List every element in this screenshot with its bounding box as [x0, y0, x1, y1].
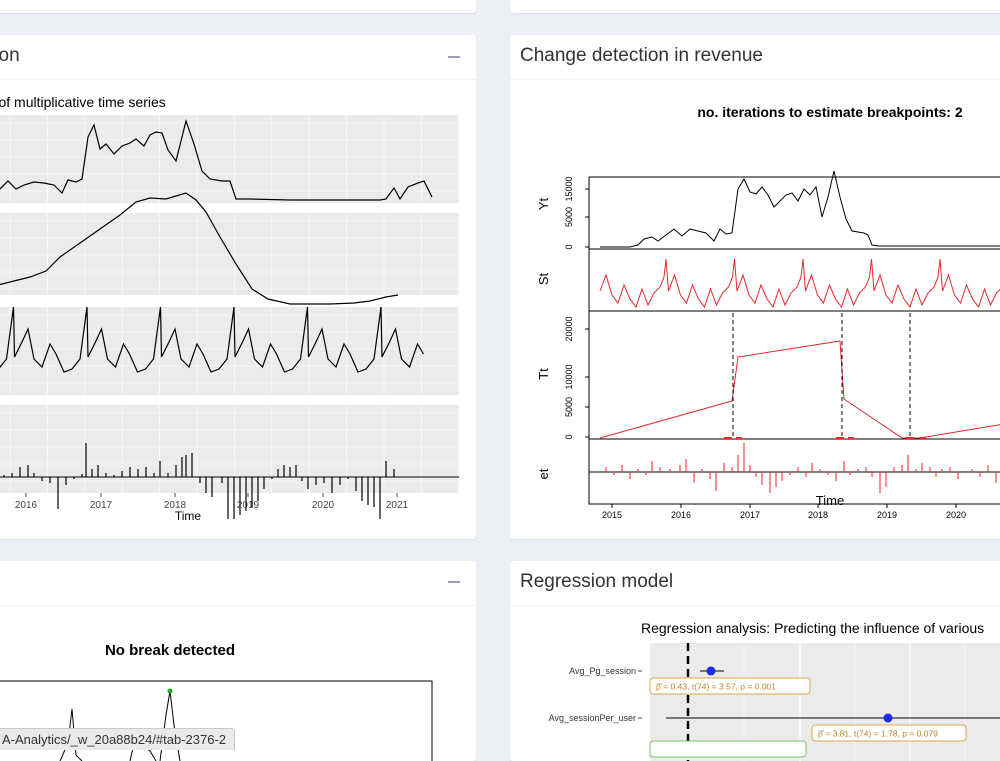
trend-line: [0, 192, 399, 305]
stat-label: β̂ = 0.43, t(74) = 3.57, p = 0.001: [656, 682, 776, 692]
plot-frame: [0, 680, 433, 761]
y-tick-label: 5000: [564, 397, 574, 417]
x-tick-label: 2019: [237, 500, 260, 511]
decomposition-plot: Decomposition of multiplicative time ser…: [0, 89, 476, 529]
break-panel: No break detected: [0, 561, 476, 761]
plot-title: No break detected: [105, 642, 235, 659]
x-tick-label: 2018: [808, 510, 828, 520]
st-line: [599, 258, 1000, 309]
y-tick-label: 20000: [564, 316, 574, 341]
change-detection-chart: no. iterations to estimate breakpoints: …: [536, 104, 1000, 520]
plot-title: no. iterations to estimate breakpoints: …: [697, 104, 962, 120]
top-right-box: [510, 0, 1000, 13]
y-tick-label: 5000: [564, 207, 574, 227]
stat-label-box: [811, 724, 967, 742]
series-line: [159, 690, 181, 761]
stat-label: β̂ = 3.81, t(74) = 1.78, p = 0.079: [818, 729, 938, 739]
collapse-icon[interactable]: [448, 56, 460, 58]
stat-label-box: [649, 740, 807, 758]
top-left-box: [0, 0, 476, 13]
row-label: et: [536, 468, 551, 479]
x-tick-label: 2020: [312, 500, 335, 511]
x-tick-label: 2017: [90, 500, 113, 511]
x-tick-label: 2015: [602, 510, 622, 520]
peak-point: [167, 688, 173, 694]
panel-divider: [510, 605, 1000, 606]
panel-divider: [0, 79, 476, 80]
yt-line: [600, 170, 1000, 248]
estimate-point: [883, 713, 893, 723]
row-label: St: [536, 272, 551, 285]
x-tick-label: 2018: [164, 500, 187, 511]
tt-line: [599, 340, 1000, 439]
change-detection-panel: Change detection in revenue no. iteratio…: [510, 35, 1000, 539]
x-tick-label: 2017: [740, 510, 760, 520]
decomposition-panel: Decomposition Decomposition of multiplic…: [0, 35, 476, 539]
y-tick-label: 0: [564, 244, 574, 249]
regression-panel: Regression model Regression analysis: Pr…: [510, 561, 1000, 761]
x-tick-label: 2019: [877, 510, 897, 520]
regression-plot: Regression analysis: Predicting the infl…: [510, 611, 1000, 761]
row-label: Yt: [536, 197, 551, 210]
facet-background: [0, 115, 459, 203]
x-tick-label: 2016: [15, 500, 38, 511]
x-axis-label: Time: [816, 493, 844, 508]
stat-label-box: [649, 677, 811, 695]
panel-divider: [510, 79, 1000, 80]
x-axis-label: Time: [175, 509, 202, 523]
estimate-point: [706, 666, 716, 676]
seasonal-line: [0, 306, 425, 373]
change-detection-plot: no. iterations to estimate breakpoints: …: [510, 89, 1000, 529]
observed-line: [0, 118, 433, 201]
plot-title: Regression analysis: Predicting the infl…: [641, 620, 984, 636]
facet-background: [0, 307, 459, 395]
x-tick-label: 2020: [946, 510, 966, 520]
panel-title: Regression model: [520, 571, 674, 592]
panel-title: Decomposition: [0, 45, 20, 66]
plot-title: Decomposition of multiplicative time ser…: [0, 94, 166, 110]
term-label: Avg_Pg_session: [569, 666, 636, 676]
y-tick-label: 0: [564, 434, 574, 439]
collapse-icon[interactable]: [448, 581, 460, 583]
x-tick-label: 2016: [671, 510, 691, 520]
status-bar-url: A-Analytics/_w_20a88b24/#tab-2376-2: [0, 728, 236, 750]
facet-background: [0, 405, 459, 493]
x-tick-label: 2021: [386, 500, 409, 511]
y-tick-label: 10000: [564, 364, 574, 389]
panel-divider: [0, 605, 476, 606]
plot-frame: [588, 176, 1000, 505]
row-label: Tt: [536, 368, 551, 380]
y-tick-label: 15000: [564, 176, 574, 201]
term-label: Avg_sessionPer_user: [549, 713, 636, 723]
regression-chart: Regression analysis: Predicting the infl…: [549, 620, 1000, 761]
panel-title: Change detection in revenue: [520, 45, 763, 66]
decomposition-chart: Decomposition of multiplicative time ser…: [0, 94, 460, 523]
